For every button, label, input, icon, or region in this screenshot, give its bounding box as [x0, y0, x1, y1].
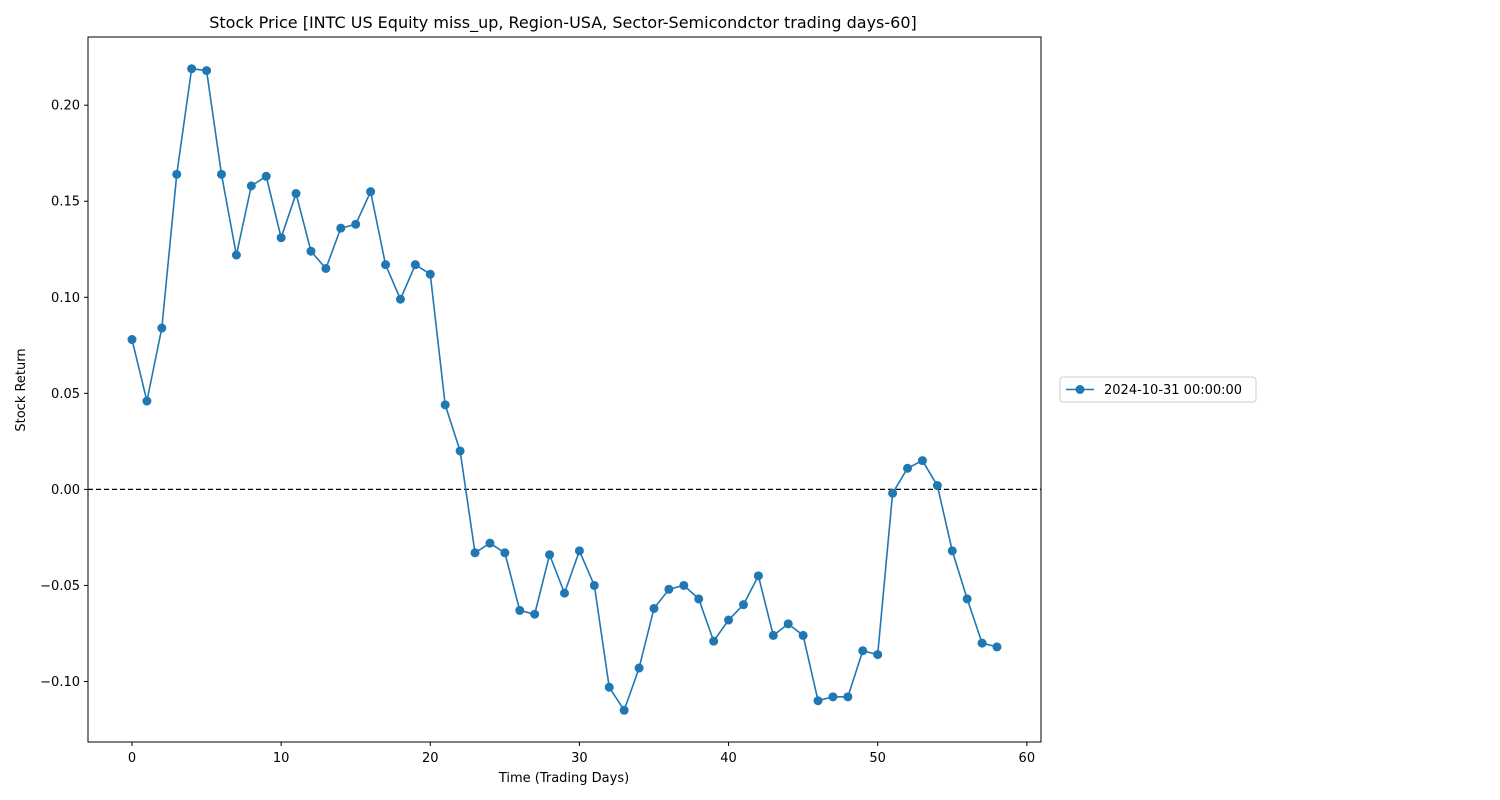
data-point — [500, 548, 510, 558]
legend-marker — [1075, 385, 1085, 394]
series-line — [131, 67, 998, 713]
data-point — [410, 260, 420, 270]
data-point — [276, 233, 286, 243]
data-point — [545, 550, 555, 560]
data-point — [574, 546, 584, 556]
y-tick-label: 0.00 — [51, 483, 80, 498]
data-point — [768, 630, 778, 640]
y-tick-label: −0.10 — [40, 675, 80, 690]
data-point — [962, 594, 972, 604]
data-point — [440, 400, 450, 410]
data-point — [977, 638, 987, 648]
legend: 2024-10-31 00:00:00 — [1059, 376, 1257, 403]
data-point — [425, 269, 435, 279]
data-point — [619, 705, 629, 715]
data-point — [157, 323, 167, 333]
x-axis-label: Time (Trading Days) — [498, 771, 629, 786]
x-axis: 0 10 20 30 40 50 60 — [128, 742, 1035, 766]
data-point — [634, 663, 644, 673]
legend-frame — [1059, 376, 1257, 403]
legend-entry-label: 2024-10-31 00:00:00 — [1104, 383, 1242, 398]
data-point — [873, 650, 883, 660]
plot-frame — [87, 36, 1042, 743]
data-point — [127, 335, 137, 345]
data-point — [187, 64, 197, 74]
data-point — [530, 609, 540, 619]
data-point — [142, 396, 152, 406]
x-tick-label: 40 — [720, 751, 737, 766]
x-tick-label: 0 — [128, 751, 136, 766]
data-point — [246, 181, 256, 191]
data-point — [216, 169, 226, 179]
data-point — [172, 169, 182, 179]
data-point — [231, 250, 241, 260]
data-point — [947, 546, 957, 556]
data-point — [992, 642, 1002, 652]
data-point — [306, 246, 316, 256]
data-point — [291, 189, 301, 199]
data-point — [843, 692, 853, 702]
y-tick-label: −0.05 — [40, 579, 80, 594]
x-tick-label: 50 — [869, 751, 886, 766]
data-point — [261, 171, 271, 181]
data-point — [783, 619, 793, 629]
data-point — [858, 646, 868, 656]
chart-title: Stock Price [INTC US Equity miss_up, Reg… — [209, 13, 917, 33]
data-point — [709, 636, 719, 646]
data-point — [694, 594, 704, 604]
data-point — [903, 463, 913, 473]
y-axis-label: Stock Return — [14, 348, 29, 431]
data-point — [753, 571, 763, 581]
data-point — [321, 263, 331, 273]
data-point — [560, 588, 569, 598]
x-tick-label: 60 — [1019, 751, 1036, 766]
data-point — [888, 488, 898, 498]
data-point — [738, 600, 748, 610]
data-point — [351, 219, 361, 229]
x-tick-label: 20 — [422, 751, 439, 766]
y-tick-label: 0.10 — [51, 291, 80, 306]
data-point — [515, 605, 525, 615]
x-tick-label: 30 — [571, 751, 588, 766]
x-tick-label: 10 — [273, 751, 290, 766]
data-point — [798, 630, 808, 640]
y-tick-label: 0.20 — [51, 99, 80, 114]
data-point — [470, 548, 480, 558]
data-point — [649, 603, 659, 613]
data-point — [395, 294, 405, 304]
y-tick-label: 0.05 — [51, 387, 80, 402]
data-point — [589, 580, 599, 590]
data-point — [917, 456, 927, 466]
data-point — [679, 580, 689, 590]
data-point — [455, 446, 465, 456]
data-point — [202, 66, 212, 76]
data-point — [828, 692, 838, 702]
data-point — [664, 584, 674, 594]
plot-area — [88, 64, 1041, 715]
data-point — [604, 682, 614, 692]
y-axis: −0.10 −0.05 0.00 0.05 0.10 0.15 0.20 — [40, 99, 88, 690]
data-point — [724, 615, 734, 625]
data-point — [932, 481, 942, 491]
data-point — [336, 223, 346, 233]
data-point — [381, 260, 391, 270]
data-point — [366, 187, 376, 197]
y-tick-label: 0.15 — [51, 195, 80, 210]
data-point — [485, 538, 495, 548]
data-point — [813, 696, 823, 706]
